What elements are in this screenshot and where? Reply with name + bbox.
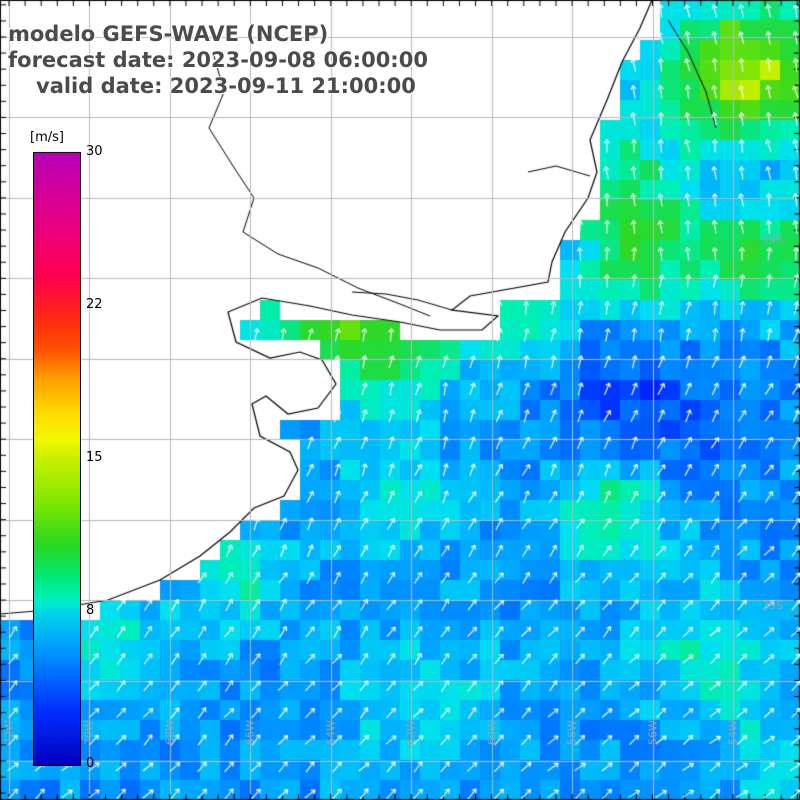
wave-map-canvas (0, 0, 800, 800)
wave-forecast-page: modelo GEFS-WAVE (NCEP) forecast date: 2… (0, 0, 800, 800)
